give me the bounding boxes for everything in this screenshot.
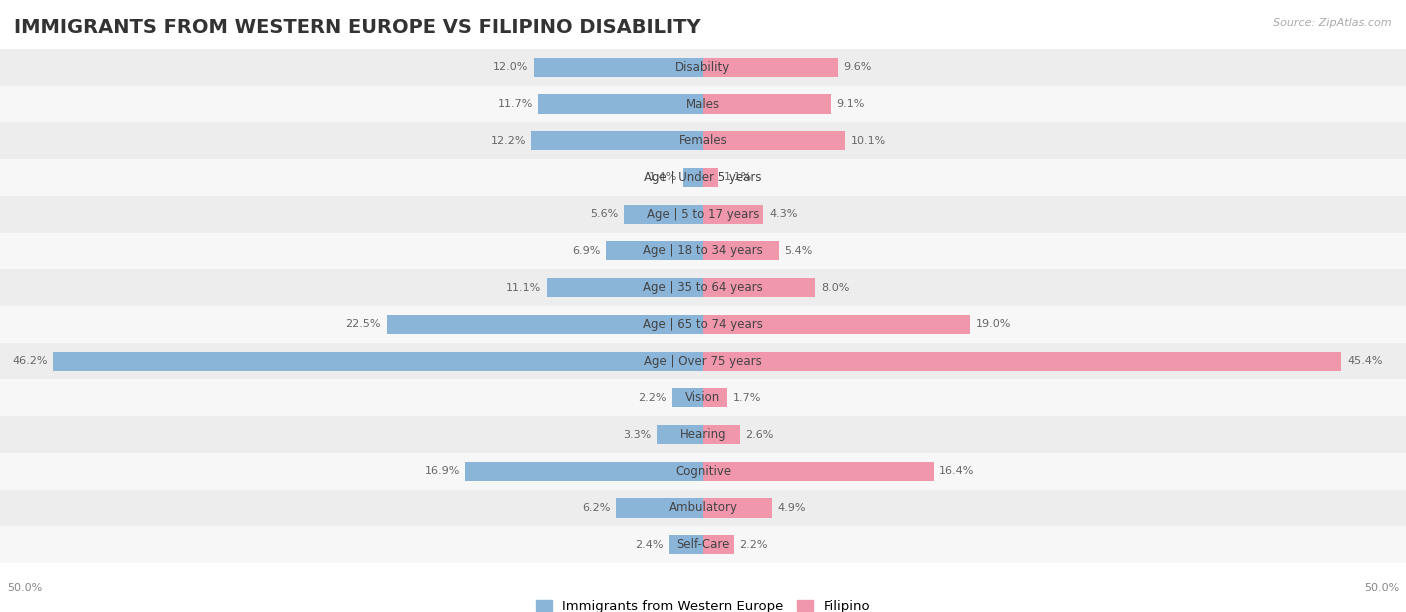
Text: 11.7%: 11.7% <box>498 99 533 109</box>
Text: 1.1%: 1.1% <box>724 173 752 182</box>
Bar <box>53 351 703 371</box>
Bar <box>703 58 838 77</box>
Bar <box>703 131 845 151</box>
Bar <box>703 315 970 334</box>
Text: Vision: Vision <box>685 391 721 405</box>
Bar <box>606 241 703 261</box>
Bar <box>703 535 734 554</box>
Bar <box>703 241 779 261</box>
Text: 8.0%: 8.0% <box>821 283 849 293</box>
Bar <box>465 461 703 481</box>
Text: Cognitive: Cognitive <box>675 465 731 478</box>
Bar <box>547 278 703 297</box>
Text: 1.4%: 1.4% <box>650 173 678 182</box>
Text: Age | 5 to 17 years: Age | 5 to 17 years <box>647 207 759 221</box>
Text: Males: Males <box>686 97 720 111</box>
Bar <box>0 233 1406 269</box>
Bar <box>0 343 1406 379</box>
Text: Age | 18 to 34 years: Age | 18 to 34 years <box>643 244 763 258</box>
Bar <box>0 526 1406 563</box>
Text: Ambulatory: Ambulatory <box>668 501 738 515</box>
Bar <box>683 168 703 187</box>
Bar <box>657 425 703 444</box>
Bar <box>703 94 831 114</box>
Text: 6.2%: 6.2% <box>582 503 610 513</box>
Bar <box>387 315 703 334</box>
Bar <box>0 159 1406 196</box>
Bar <box>703 498 772 518</box>
Text: 4.3%: 4.3% <box>769 209 797 219</box>
Bar <box>0 269 1406 306</box>
Bar <box>0 490 1406 526</box>
Text: 5.6%: 5.6% <box>591 209 619 219</box>
Text: 9.1%: 9.1% <box>837 99 865 109</box>
Bar <box>0 196 1406 233</box>
Text: 2.2%: 2.2% <box>638 393 666 403</box>
Text: Self-Care: Self-Care <box>676 538 730 551</box>
Bar <box>703 425 740 444</box>
Bar <box>531 131 703 151</box>
Text: 16.9%: 16.9% <box>425 466 460 476</box>
Bar <box>0 379 1406 416</box>
Text: 12.2%: 12.2% <box>491 136 526 146</box>
Text: 16.4%: 16.4% <box>939 466 974 476</box>
Text: 2.2%: 2.2% <box>740 540 768 550</box>
Bar <box>703 461 934 481</box>
Bar <box>703 388 727 408</box>
Text: 46.2%: 46.2% <box>13 356 48 366</box>
Legend: Immigrants from Western Europe, Filipino: Immigrants from Western Europe, Filipino <box>530 594 876 612</box>
Text: Age | Over 75 years: Age | Over 75 years <box>644 354 762 368</box>
Text: 22.5%: 22.5% <box>346 319 381 329</box>
Text: 9.6%: 9.6% <box>844 62 872 72</box>
Text: Age | 35 to 64 years: Age | 35 to 64 years <box>643 281 763 294</box>
Text: Age | Under 5 years: Age | Under 5 years <box>644 171 762 184</box>
Bar <box>538 94 703 114</box>
Text: Age | 65 to 74 years: Age | 65 to 74 years <box>643 318 763 331</box>
Text: Females: Females <box>679 134 727 147</box>
Bar <box>616 498 703 518</box>
Text: 4.9%: 4.9% <box>778 503 806 513</box>
Text: 6.9%: 6.9% <box>572 246 600 256</box>
Bar <box>0 86 1406 122</box>
Bar <box>669 535 703 554</box>
Bar <box>0 453 1406 490</box>
Bar <box>624 204 703 224</box>
Text: 12.0%: 12.0% <box>494 62 529 72</box>
Bar <box>672 388 703 408</box>
Text: 2.6%: 2.6% <box>745 430 773 439</box>
Text: 2.4%: 2.4% <box>636 540 664 550</box>
Bar <box>0 49 1406 86</box>
Bar <box>703 204 763 224</box>
Text: 3.3%: 3.3% <box>623 430 651 439</box>
Text: 11.1%: 11.1% <box>506 283 541 293</box>
Text: 50.0%: 50.0% <box>7 583 42 592</box>
Text: Hearing: Hearing <box>679 428 727 441</box>
Bar <box>703 278 815 297</box>
Text: 5.4%: 5.4% <box>785 246 813 256</box>
Text: IMMIGRANTS FROM WESTERN EUROPE VS FILIPINO DISABILITY: IMMIGRANTS FROM WESTERN EUROPE VS FILIPI… <box>14 18 700 37</box>
Text: 19.0%: 19.0% <box>976 319 1011 329</box>
Bar <box>703 351 1341 371</box>
Text: 10.1%: 10.1% <box>851 136 886 146</box>
Text: Disability: Disability <box>675 61 731 74</box>
Bar <box>534 58 703 77</box>
Bar <box>0 122 1406 159</box>
Bar <box>703 168 718 187</box>
Text: Source: ZipAtlas.com: Source: ZipAtlas.com <box>1274 18 1392 28</box>
Text: 45.4%: 45.4% <box>1347 356 1382 366</box>
Text: 50.0%: 50.0% <box>1364 583 1399 592</box>
Text: 1.7%: 1.7% <box>733 393 761 403</box>
Bar <box>0 416 1406 453</box>
Bar <box>0 306 1406 343</box>
